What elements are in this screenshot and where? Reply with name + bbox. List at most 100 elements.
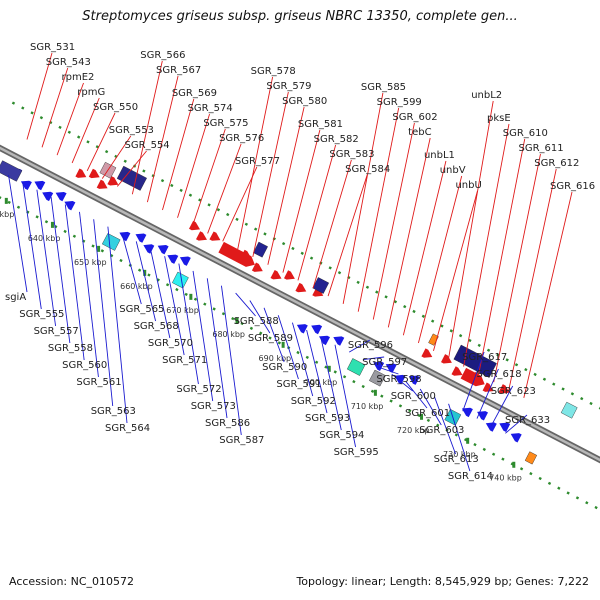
reverse-gene — [157, 245, 169, 255]
label-leader-line — [377, 366, 399, 375]
reverse-gene-label: SGR_633 — [505, 415, 550, 426]
label-leader-line — [402, 160, 447, 336]
forward-gene-label: SGR_616 — [550, 181, 595, 192]
forward-gene-large — [460, 367, 485, 387]
label-leader-line — [462, 351, 485, 412]
reverse-gene-label: SGR_563 — [91, 406, 136, 417]
forward-gene-label: SGR_602 — [392, 112, 437, 123]
gene-features — [0, 160, 578, 465]
reverse-gene-label: SGR_572 — [176, 384, 221, 395]
reverse-gene-label: SGR_592 — [291, 396, 336, 407]
forward-gene-label: pksE — [487, 113, 511, 124]
feature-block — [253, 241, 268, 258]
forward-gene-label: unbV — [440, 165, 466, 176]
forward-gene-label: SGR_567 — [156, 65, 201, 76]
kbp-tick-label: 640 kbp — [28, 234, 61, 243]
reverse-gene-label: SGR_555 — [19, 309, 64, 320]
forward-gene — [270, 270, 282, 280]
reverse-gene-label: SGR_623 — [491, 386, 536, 397]
label-leader-line — [282, 129, 321, 273]
feature-block — [101, 233, 121, 251]
label-leader-line — [463, 123, 510, 367]
label-leader-line — [107, 226, 128, 424]
forward-gene-label: SGR_585 — [361, 82, 406, 93]
label-leader-line — [8, 174, 28, 293]
reverse-gene-label: SGR_618 — [476, 369, 521, 380]
label-leader-line — [334, 344, 357, 448]
forward-gene — [189, 220, 200, 231]
forward-gene — [295, 282, 307, 293]
label-leader-line — [79, 211, 99, 378]
reverse-gene — [485, 422, 497, 432]
label-leader-line — [162, 98, 195, 211]
label-leader-line — [192, 128, 226, 226]
forward-gene-label: rpmG — [77, 87, 105, 98]
forward-gene-label: SGR_550 — [93, 102, 138, 113]
forward-gene-label: SGR_569 — [172, 88, 217, 99]
forward-gene — [75, 168, 87, 178]
feature-block — [524, 451, 538, 465]
forward-gene — [251, 262, 263, 272]
forward-gene — [498, 384, 510, 394]
label-leader-line — [312, 159, 352, 289]
forward-gene — [209, 231, 221, 241]
feature-block — [116, 165, 147, 191]
label-leader-line — [64, 204, 85, 361]
label-leader-line — [327, 174, 368, 297]
label-leader-line — [177, 113, 211, 218]
reverse-gene-label: SGR_570 — [148, 338, 193, 349]
reverse-gene — [408, 375, 420, 385]
reverse-gene — [477, 411, 488, 421]
label-leader-line — [56, 82, 84, 156]
forward-gene-label: rpmE2 — [62, 72, 95, 83]
label-leader-line — [116, 150, 147, 187]
forward-gene-label: SGR_531 — [30, 42, 75, 53]
reverse-gene — [143, 244, 155, 254]
reverse-gene — [499, 422, 511, 432]
label-leader-line — [357, 107, 400, 312]
reverse-gene — [296, 324, 308, 334]
label-leader-line — [41, 67, 69, 148]
label-leader-line — [348, 339, 371, 353]
reverse-gene-label: SGR_560 — [62, 360, 107, 371]
accession-label: Accession: NC_010572 — [9, 575, 135, 588]
kbp-tick-label: 680 kbp — [212, 330, 245, 339]
reverse-gene — [311, 324, 323, 335]
forward-gene-label: unbU — [455, 180, 481, 191]
label-leader-line — [306, 329, 328, 414]
reverse-gene-label: SGR_586 — [205, 418, 250, 429]
label-leader-line — [372, 122, 415, 320]
forward-gene — [107, 176, 119, 186]
label-leader-line — [263, 307, 285, 363]
forward-gene-label: SGR_583 — [329, 149, 374, 160]
label-leader-line — [448, 403, 471, 472]
reverse-gene-label: SGR_568 — [134, 321, 179, 332]
label-leader-line — [433, 190, 478, 351]
page-title: Streptomyces griseus subsp. griseus NBRC… — [82, 9, 518, 24]
label-leader-line — [419, 388, 442, 426]
label-leader-line — [417, 175, 463, 344]
feature-block — [453, 344, 497, 378]
reverse-gene — [373, 361, 385, 371]
label-leader-line — [249, 300, 271, 334]
forward-gene — [441, 354, 452, 364]
reverse-gene-label: sgiA — [5, 292, 26, 303]
reverse-gene-label: SGR_564 — [105, 423, 150, 434]
forward-gene-label: tebC — [408, 127, 431, 138]
forward-gene — [451, 366, 463, 376]
label-leader-line — [523, 191, 573, 398]
forward-gene-large — [218, 241, 255, 267]
label-leader-line — [391, 373, 413, 392]
kbp-tick-label: 740 kbp — [489, 474, 522, 483]
reverse-gene-label: SGR_590 — [262, 362, 307, 373]
feature-block — [369, 369, 386, 387]
reverse-gene-label: SGR_597 — [362, 357, 407, 368]
label-leader-line — [252, 91, 289, 258]
topology-stats-label: Topology: linear; Length: 8,545,929 bp; … — [296, 575, 589, 588]
label-leader-line — [164, 256, 185, 356]
forward-gene-label: SGR_577 — [235, 156, 280, 167]
label-leader-line — [150, 248, 171, 339]
forward-gene — [88, 168, 100, 179]
reverse-gene — [385, 363, 397, 373]
